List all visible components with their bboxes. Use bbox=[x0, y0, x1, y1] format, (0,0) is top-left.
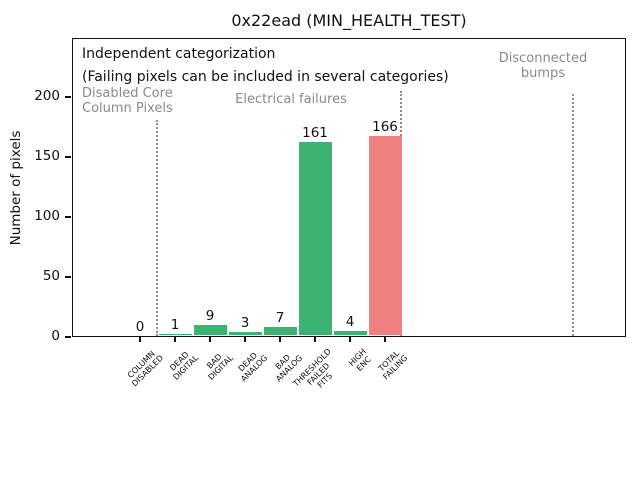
x-tick-mark bbox=[139, 337, 141, 342]
bar-total-failing bbox=[368, 136, 402, 336]
x-tick-mark bbox=[349, 337, 351, 342]
section-separator-line-1 bbox=[156, 120, 159, 336]
x-tick-mark bbox=[174, 337, 176, 342]
bar-value-dead-digital: 1 bbox=[170, 317, 180, 334]
plot-frame bbox=[72, 38, 626, 337]
x-tick-mark bbox=[209, 337, 211, 342]
y-tick-mark bbox=[64, 276, 71, 278]
bar-value-bad-digital: 9 bbox=[205, 307, 215, 324]
y-tick-label: 0 bbox=[51, 328, 60, 344]
x-tick-mark bbox=[279, 337, 281, 342]
bar-value-column-disabled: 0 bbox=[135, 318, 145, 335]
x-tick-label-dead-digital: DEAD DIGITAL bbox=[167, 349, 200, 382]
x-tick-label-dead-analog: DEAD ANALOG bbox=[237, 350, 270, 384]
bar-value-total-failing: 166 bbox=[372, 119, 398, 136]
y-tick-label: 100 bbox=[34, 208, 60, 224]
y-tick-mark bbox=[64, 216, 71, 218]
x-tick-label-total-failing: TOTAL FAILING bbox=[377, 348, 410, 382]
bar-value-bad-analog: 7 bbox=[275, 310, 285, 327]
x-tick-mark bbox=[244, 337, 246, 342]
bar-value-dead-analog: 3 bbox=[240, 314, 250, 331]
y-tick-label: 50 bbox=[42, 268, 60, 284]
y-tick-label: 150 bbox=[34, 148, 60, 164]
y-tick-mark bbox=[64, 156, 71, 158]
x-tick-label-column-disabled: COLUMN DISABLED bbox=[125, 349, 165, 389]
section-separator-line-3 bbox=[571, 94, 574, 336]
note-independent-categorization: Independent categorization bbox=[82, 46, 276, 62]
bar-dead-digital bbox=[158, 334, 192, 336]
note-failing-pixels: (Failing pixels can be included in sever… bbox=[82, 69, 449, 85]
section-label-electrical-failures: Electrical failures bbox=[235, 92, 347, 107]
x-tick-label-high-enc: HIGH ENC bbox=[347, 347, 374, 374]
section-label-disconnected: Disconnected bumps bbox=[498, 51, 588, 82]
bar-threshold-failed-fits bbox=[298, 142, 332, 336]
bar-value-high-enc: 4 bbox=[345, 313, 355, 330]
bar-bad-digital bbox=[193, 324, 227, 336]
x-tick-mark bbox=[314, 337, 316, 342]
bar-high-enc bbox=[333, 330, 367, 336]
y-tick-mark bbox=[64, 96, 71, 98]
section-label-disabled-core: Disabled Core Column Pixels bbox=[82, 86, 173, 117]
y-tick-label: 200 bbox=[34, 88, 60, 104]
y-tick-mark bbox=[64, 336, 71, 338]
x-tick-label-bad-digital: BAD DIGITAL bbox=[204, 352, 235, 382]
bar-dead-analog bbox=[228, 331, 262, 336]
bar-value-threshold-failed-fits: 161 bbox=[302, 125, 328, 142]
chart-title: 0x22ead (MIN_HEALTH_TEST) bbox=[231, 11, 467, 30]
bar-bad-analog bbox=[263, 327, 297, 336]
x-tick-mark bbox=[384, 337, 386, 342]
